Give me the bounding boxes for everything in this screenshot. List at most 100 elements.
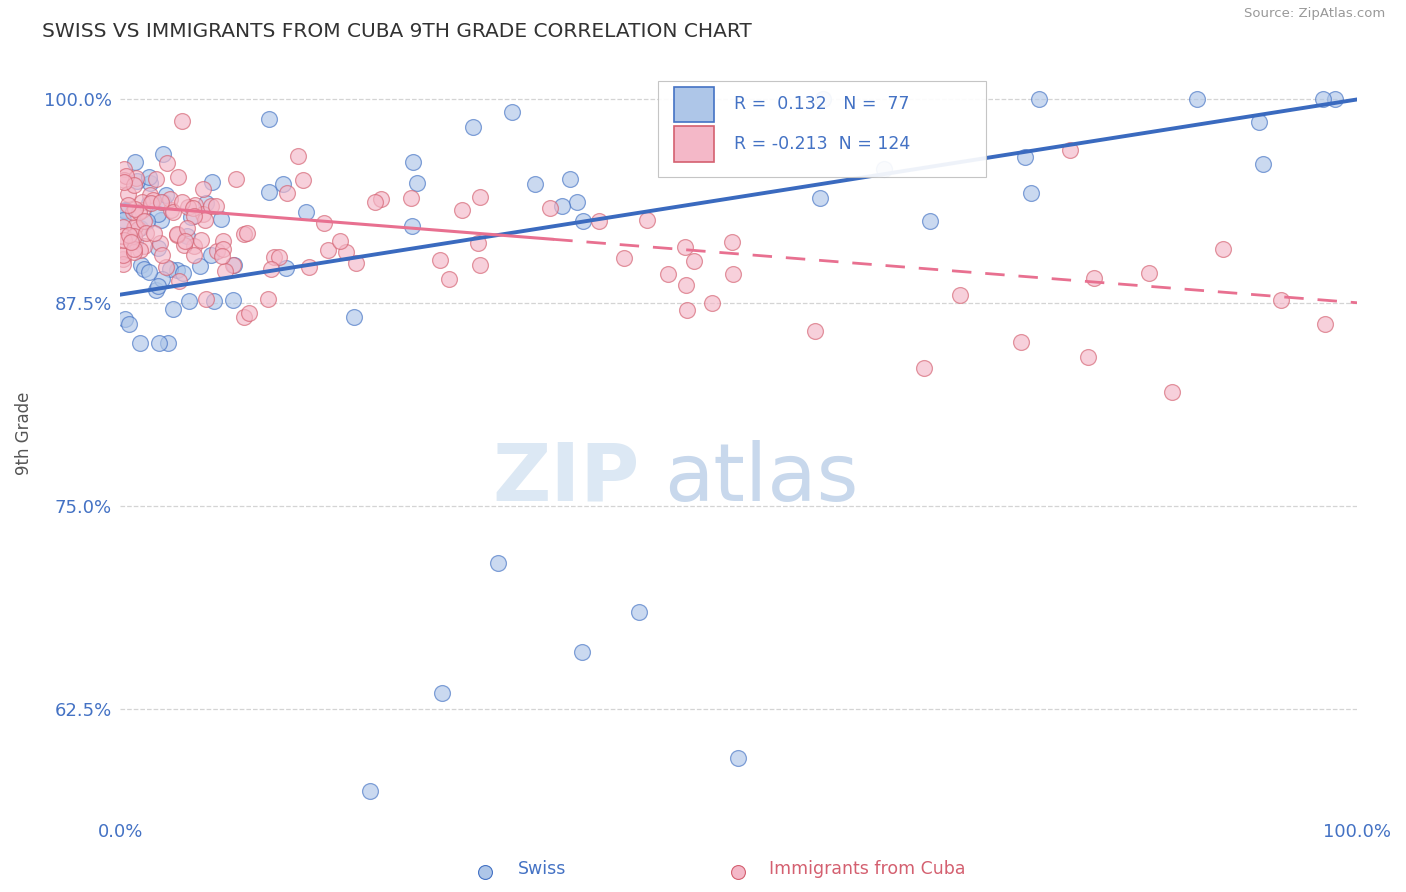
Point bbox=[225, 171, 247, 186]
Point bbox=[263, 250, 285, 264]
Point bbox=[183, 239, 205, 253]
Point bbox=[150, 248, 173, 262]
Point bbox=[111, 212, 134, 227]
FancyBboxPatch shape bbox=[658, 81, 986, 177]
Point bbox=[370, 192, 392, 206]
Point bbox=[486, 556, 509, 570]
Point bbox=[257, 186, 280, 200]
Point bbox=[260, 261, 283, 276]
Point bbox=[1312, 93, 1334, 107]
Point bbox=[128, 336, 150, 351]
Point bbox=[467, 235, 489, 250]
Point bbox=[200, 248, 222, 262]
Point bbox=[222, 293, 245, 307]
Point bbox=[316, 244, 339, 258]
Point bbox=[124, 219, 146, 234]
Point bbox=[200, 199, 222, 213]
Point bbox=[155, 188, 177, 202]
Point bbox=[676, 302, 699, 317]
Point bbox=[1247, 115, 1270, 129]
Point bbox=[190, 233, 212, 247]
Point bbox=[918, 214, 941, 228]
Point bbox=[127, 221, 149, 235]
Point bbox=[1313, 317, 1336, 331]
Point bbox=[271, 177, 294, 191]
Point bbox=[194, 212, 217, 227]
Point bbox=[191, 182, 214, 196]
Point bbox=[276, 186, 298, 200]
Point bbox=[720, 235, 742, 250]
Point bbox=[727, 751, 749, 765]
Point bbox=[222, 258, 245, 272]
Point bbox=[166, 263, 188, 277]
Point bbox=[166, 227, 188, 241]
Point bbox=[124, 234, 146, 248]
Point bbox=[808, 191, 831, 205]
Point bbox=[402, 155, 425, 169]
Point bbox=[343, 310, 366, 324]
Point bbox=[149, 212, 172, 227]
Point bbox=[128, 243, 150, 257]
Point bbox=[636, 212, 658, 227]
Point bbox=[287, 149, 309, 163]
Point bbox=[114, 203, 136, 218]
Point bbox=[1324, 93, 1347, 107]
Point bbox=[152, 146, 174, 161]
Point bbox=[211, 235, 233, 249]
Point bbox=[150, 272, 173, 286]
Point bbox=[335, 244, 357, 259]
Point bbox=[1270, 293, 1292, 307]
Point bbox=[813, 93, 835, 107]
Y-axis label: 9th Grade: 9th Grade bbox=[15, 392, 32, 475]
Point bbox=[344, 256, 367, 270]
Point bbox=[117, 186, 139, 201]
Point bbox=[152, 195, 174, 210]
Point bbox=[132, 239, 155, 253]
Point bbox=[363, 195, 385, 210]
Point bbox=[159, 262, 181, 277]
Point bbox=[135, 226, 157, 240]
Point bbox=[156, 156, 179, 170]
Point bbox=[114, 312, 136, 326]
Point bbox=[121, 205, 143, 219]
Point bbox=[180, 211, 202, 225]
Point bbox=[193, 206, 215, 220]
Point bbox=[176, 228, 198, 243]
Point bbox=[1251, 157, 1274, 171]
Point bbox=[723, 267, 745, 281]
Point bbox=[167, 273, 190, 287]
Point bbox=[1059, 143, 1081, 157]
Point bbox=[406, 176, 429, 190]
Point bbox=[211, 249, 233, 263]
Point bbox=[131, 195, 153, 210]
Point bbox=[132, 214, 155, 228]
Text: SWISS VS IMMIGRANTS FROM CUBA 9TH GRADE CORRELATION CHART: SWISS VS IMMIGRANTS FROM CUBA 9TH GRADE … bbox=[42, 22, 752, 41]
Point bbox=[142, 226, 165, 240]
Point bbox=[173, 237, 195, 252]
Point bbox=[551, 199, 574, 213]
Point bbox=[298, 260, 321, 275]
Point bbox=[120, 235, 142, 249]
Point bbox=[138, 169, 160, 184]
Point bbox=[142, 193, 165, 207]
Point bbox=[295, 205, 318, 219]
FancyBboxPatch shape bbox=[675, 127, 714, 161]
Point bbox=[195, 196, 218, 211]
Text: Source: ZipAtlas.com: Source: ZipAtlas.com bbox=[1244, 7, 1385, 21]
Point bbox=[700, 296, 723, 310]
Point bbox=[177, 200, 200, 214]
Point bbox=[139, 176, 162, 190]
Point bbox=[145, 284, 167, 298]
Point bbox=[138, 265, 160, 279]
Point bbox=[613, 251, 636, 265]
Point bbox=[111, 220, 134, 235]
Point bbox=[136, 214, 159, 228]
Text: Swiss: Swiss bbox=[517, 860, 565, 878]
Point bbox=[159, 192, 181, 206]
Point bbox=[558, 172, 581, 186]
Point bbox=[131, 202, 153, 217]
Point bbox=[238, 306, 260, 320]
Point bbox=[256, 292, 278, 306]
Point bbox=[314, 216, 336, 230]
Point bbox=[112, 175, 135, 189]
